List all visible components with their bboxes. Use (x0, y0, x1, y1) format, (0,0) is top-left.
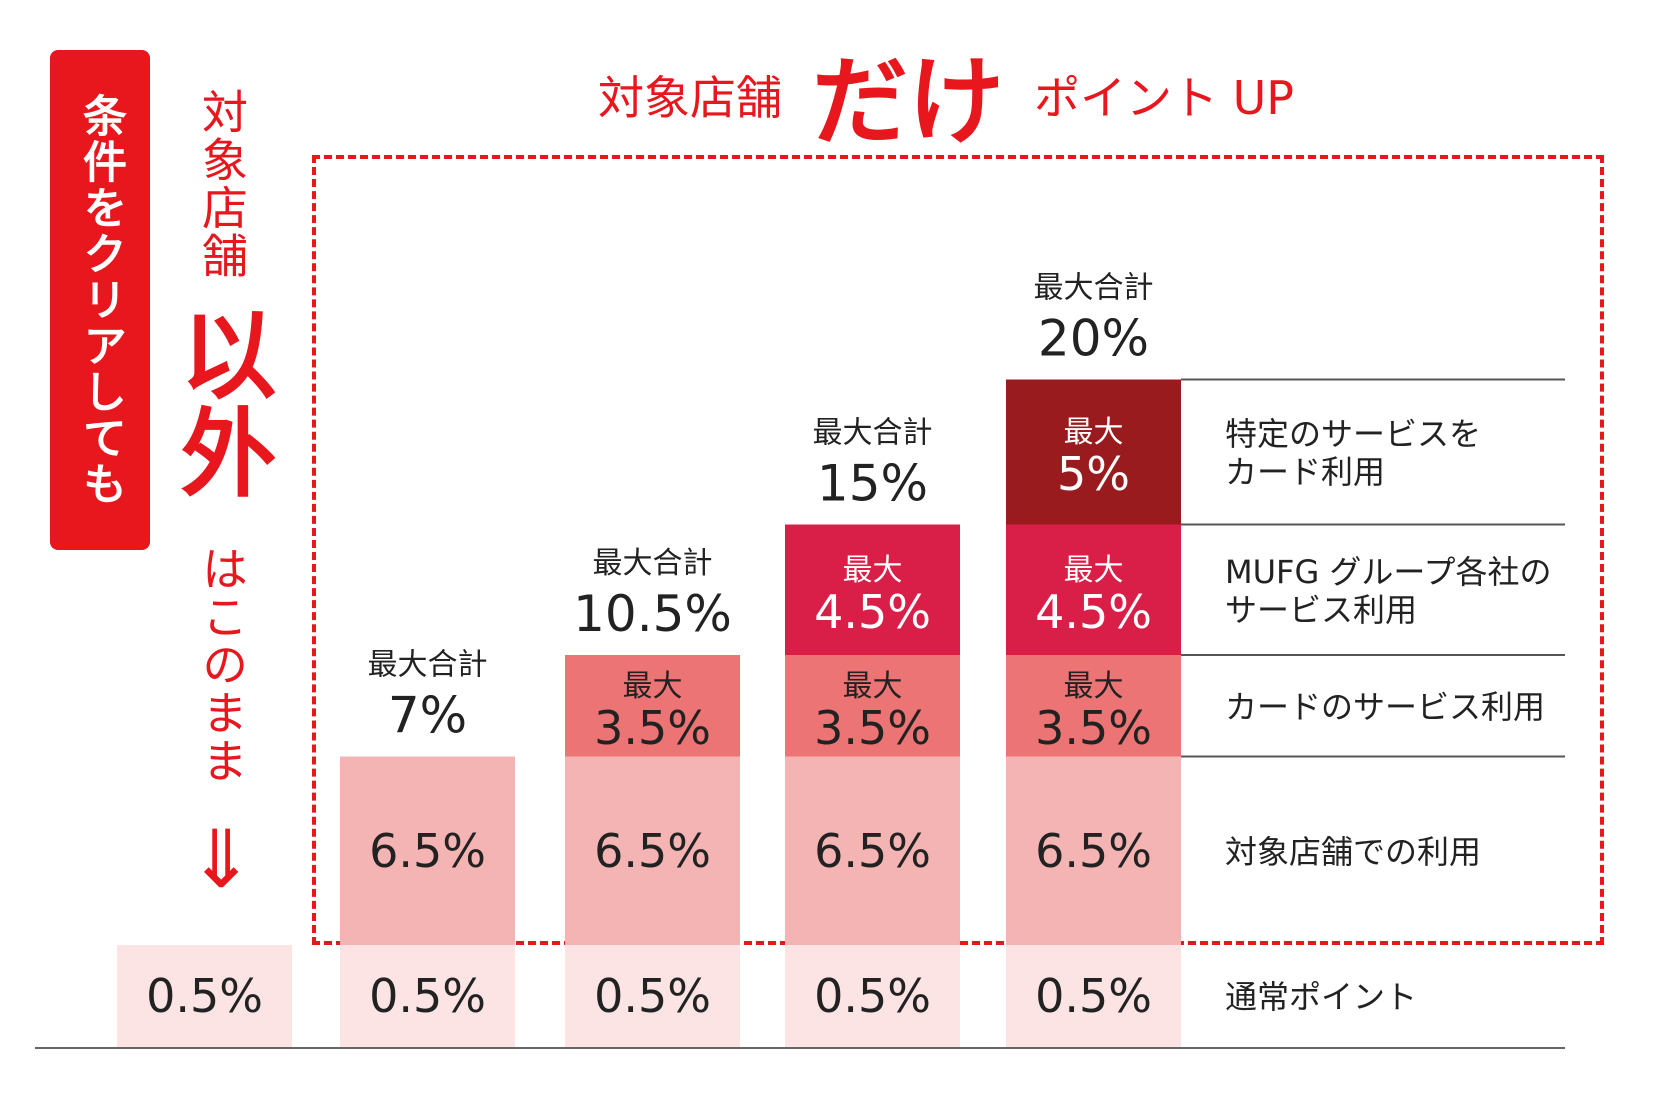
segment-prefix-label: 最大 (1064, 669, 1124, 704)
bar-segment (117, 945, 292, 1047)
legend-label: 特定のサービスを (1225, 415, 1481, 453)
legend-label: 対象店舗での利用 (1225, 833, 1481, 871)
condition-badge: 条件をクリアしても (50, 50, 150, 550)
segment-prefix-label: 最大 (843, 669, 903, 704)
bar-segment (1006, 945, 1181, 1047)
segment-value-label: 3.5% (1035, 701, 1152, 755)
segment-value-label: 0.5% (369, 969, 486, 1023)
segment-value-label: 0.5% (814, 969, 931, 1023)
legend-label: MUFG グループ各社の (1225, 553, 1552, 591)
total-prefix-label: 最大合計 (593, 546, 713, 581)
headline: 対象店舗 だけ ポイント UP (598, 40, 1294, 150)
side-label-top: 対象店舗 (182, 88, 262, 303)
segment-prefix-label: 最大 (1064, 415, 1124, 450)
legend-label: 通常ポイント (1225, 978, 1417, 1016)
side-label-line3: はこのまま (195, 545, 249, 785)
legend-label: カード利用 (1225, 453, 1385, 491)
legend-label: サービス利用 (1225, 591, 1417, 629)
bar-segment (785, 524, 960, 655)
headline-emphasis: だけ (812, 46, 1004, 158)
bar-segment (565, 945, 740, 1047)
total-prefix-label: 最大合計 (1034, 271, 1154, 306)
segment-value-label: 4.5% (1035, 585, 1152, 639)
total-value-label: 15% (817, 455, 928, 513)
bar-segment (785, 655, 960, 757)
segment-value-label: 6.5% (594, 824, 711, 878)
segment-value-label: 0.5% (1035, 969, 1152, 1023)
chart-baseline (35, 1047, 1565, 1049)
segment-value-label: 5% (1057, 447, 1130, 501)
segment-prefix-label: 最大 (843, 553, 903, 588)
segment-value-label: 6.5% (814, 824, 931, 878)
side-label-big: 以外 (160, 305, 280, 535)
total-value-label: 7% (388, 687, 467, 745)
segment-value-label: 0.5% (146, 969, 263, 1023)
side-label-line2: 以外 (164, 305, 276, 501)
bar-segment (1006, 655, 1181, 757)
segment-value-label: 0.5% (594, 969, 711, 1023)
bar-segment (1006, 524, 1181, 655)
total-prefix-label: 最大合計 (813, 416, 933, 451)
side-label-line1: 対象店舗 (195, 88, 249, 280)
legend-label: カードのサービス利用 (1225, 688, 1545, 726)
segment-value-label: 3.5% (814, 701, 931, 755)
segment-value-label: 6.5% (1035, 824, 1152, 878)
bar-segment (565, 655, 740, 757)
bar-segment (785, 945, 960, 1047)
bar-segment (565, 756, 740, 945)
segment-prefix-label: 最大 (1064, 553, 1124, 588)
bar-segment (340, 756, 515, 945)
bar-segment (785, 756, 960, 945)
segment-value-label: 4.5% (814, 585, 931, 639)
segment-prefix-label: 最大 (623, 669, 683, 704)
down-arrow-icon: ⇓ (187, 813, 255, 906)
side-label-bottom: はこのまま (182, 545, 262, 815)
total-prefix-label: 最大合計 (368, 648, 488, 683)
headline-suffix: ポイント UP (1034, 71, 1295, 125)
bar-segment (340, 945, 515, 1047)
segment-value-label: 6.5% (369, 824, 486, 878)
bar-segment (1006, 756, 1181, 945)
total-value-label: 20% (1038, 310, 1149, 368)
segment-value-label: 3.5% (594, 701, 711, 755)
condition-badge-text: 条件をクリアしても (75, 93, 126, 507)
total-value-label: 10.5% (573, 585, 732, 643)
headline-prefix: 対象店舗 (598, 71, 782, 125)
bar-segment (1006, 379, 1181, 525)
